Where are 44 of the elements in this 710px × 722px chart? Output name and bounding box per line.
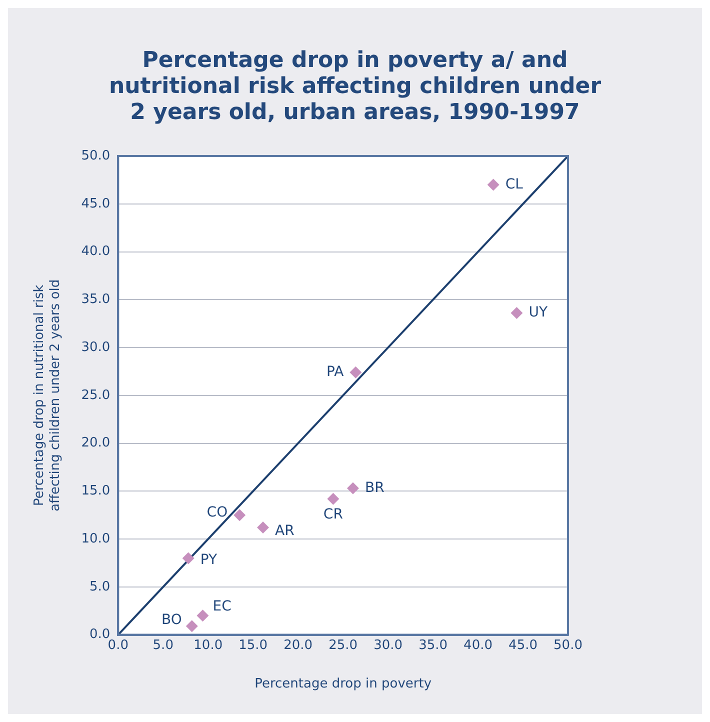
y-tick-label: 10.0 <box>81 531 110 546</box>
y-tick-label: 25.0 <box>81 388 110 403</box>
y-tick-label: 30.0 <box>81 340 110 355</box>
x-tick-label: 30.0 <box>374 638 403 653</box>
y-tick-label: 45.0 <box>81 196 110 212</box>
point <box>487 178 500 191</box>
y-tick-label: 15.0 <box>81 484 110 499</box>
annotation: PY <box>200 552 218 568</box>
point <box>257 522 269 534</box>
y-tick-label: 40.0 <box>81 244 110 260</box>
annotation: AR <box>275 523 295 540</box>
point <box>327 492 340 505</box>
x-tick-label: 20.0 <box>284 638 313 653</box>
annotation: UY <box>528 304 548 321</box>
y-axis-title: Percentage drop in nutritional risk affecting children under 2 years old <box>32 279 63 512</box>
x-tick-label: 15.0 <box>238 638 268 653</box>
x-tick-label: 35.0 <box>418 638 448 653</box>
point <box>182 552 194 564</box>
x-tick-label: 40.0 <box>464 638 493 653</box>
x-axis-title: Percentage drop in poverty <box>254 676 432 692</box>
annotation: BR <box>364 480 385 496</box>
point <box>234 509 246 522</box>
chart-title: Percentage drop in poverty a/ and nutritional risk affecting children under 2 years old, urban areas, 1990-1997 <box>108 48 602 126</box>
annotation: EC <box>212 598 232 614</box>
point <box>346 482 359 494</box>
annotation: CL <box>505 176 524 192</box>
y-tick-label: 5.0 <box>89 579 110 594</box>
point <box>196 610 209 622</box>
point <box>350 366 362 378</box>
x-tick-label: 10.0 <box>194 638 223 653</box>
x-tick-label: 5.0 <box>152 638 174 653</box>
x-tick-label: 25.0 <box>328 638 358 653</box>
y-tick-label: 50.0 <box>81 148 110 164</box>
annotation: PA <box>326 364 344 380</box>
y-tick-label: 20.0 <box>81 436 110 451</box>
annotation: CR <box>323 506 344 522</box>
y-tick-label: 35.0 <box>81 292 110 308</box>
x-tick-label: 45.0 <box>508 638 538 653</box>
point <box>510 307 523 320</box>
annotation: BO <box>162 612 182 628</box>
annotation: CO <box>206 504 228 521</box>
x-tick-label: 50.0 <box>554 638 582 653</box>
x-tick-label: 0.0 <box>108 638 128 653</box>
point <box>186 620 198 632</box>
